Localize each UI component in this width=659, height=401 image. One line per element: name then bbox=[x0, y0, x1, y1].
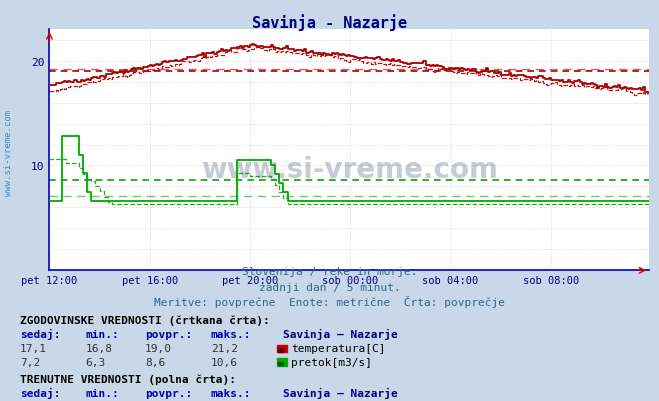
Text: sedaj:: sedaj: bbox=[20, 328, 60, 339]
Text: Savinja – Nazarje: Savinja – Nazarje bbox=[283, 387, 398, 398]
Text: povpr.:: povpr.: bbox=[145, 329, 192, 339]
Text: min.:: min.: bbox=[86, 329, 119, 339]
Text: ZGODOVINSKE VREDNOSTI (črtkana črta):: ZGODOVINSKE VREDNOSTI (črtkana črta): bbox=[20, 314, 270, 325]
Text: sedaj:: sedaj: bbox=[20, 387, 60, 398]
Text: Savinja - Nazarje: Savinja - Nazarje bbox=[252, 14, 407, 31]
Text: 7,2: 7,2 bbox=[20, 357, 40, 367]
Text: 21,2: 21,2 bbox=[211, 343, 238, 353]
Text: zadnji dan / 5 minut.: zadnji dan / 5 minut. bbox=[258, 282, 401, 292]
Text: www.si-vreme.com: www.si-vreme.com bbox=[201, 156, 498, 184]
Text: 19,0: 19,0 bbox=[145, 343, 172, 353]
Text: Savinja – Nazarje: Savinja – Nazarje bbox=[283, 328, 398, 339]
Text: 10,6: 10,6 bbox=[211, 357, 238, 367]
Text: maks.:: maks.: bbox=[211, 388, 251, 398]
Text: povpr.:: povpr.: bbox=[145, 388, 192, 398]
Text: maks.:: maks.: bbox=[211, 329, 251, 339]
Text: Slovenija / reke in morje.: Slovenija / reke in morje. bbox=[242, 267, 417, 277]
Text: Meritve: povprečne  Enote: metrične  Črta: povprečje: Meritve: povprečne Enote: metrične Črta:… bbox=[154, 295, 505, 307]
Text: TRENUTNE VREDNOSTI (polna črta):: TRENUTNE VREDNOSTI (polna črta): bbox=[20, 373, 236, 384]
Text: www.si-vreme.com: www.si-vreme.com bbox=[4, 109, 13, 195]
Text: 17,1: 17,1 bbox=[20, 343, 47, 353]
Text: 16,8: 16,8 bbox=[86, 343, 113, 353]
Text: temperatura[C]: temperatura[C] bbox=[291, 343, 386, 353]
Text: 6,3: 6,3 bbox=[86, 357, 106, 367]
Text: 8,6: 8,6 bbox=[145, 357, 165, 367]
Text: min.:: min.: bbox=[86, 388, 119, 398]
Text: pretok[m3/s]: pretok[m3/s] bbox=[291, 357, 372, 367]
